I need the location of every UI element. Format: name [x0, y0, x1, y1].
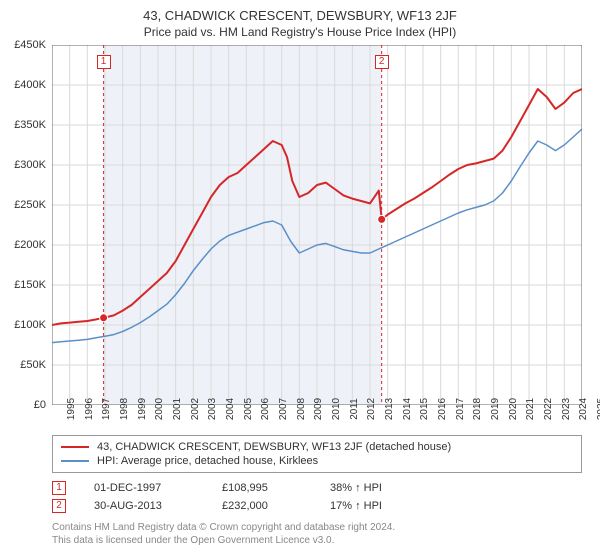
chart-svg — [52, 45, 582, 405]
ytick-label: £50K — [20, 359, 46, 371]
sale-marker-2: 2 — [375, 55, 389, 69]
legend-row: 43, CHADWICK CRESCENT, DEWSBURY, WF13 2J… — [61, 440, 573, 454]
footer-line-2: This data is licensed under the Open Gov… — [52, 534, 582, 547]
sale-row: 2 30-AUG-2013 £232,000 17% ↑ HPI — [52, 497, 582, 515]
legend-label: 43, CHADWICK CRESCENT, DEWSBURY, WF13 2J… — [97, 441, 451, 453]
sale-marker-box: 2 — [52, 499, 66, 513]
ytick-label: £400K — [14, 79, 46, 91]
sale-marker-1: 1 — [97, 55, 111, 69]
legend-row: HPI: Average price, detached house, Kirk… — [61, 454, 573, 468]
sale-date: 30-AUG-2013 — [94, 500, 194, 512]
legend-swatch — [61, 460, 89, 462]
sale-price: £232,000 — [222, 500, 302, 512]
title-subtitle: Price paid vs. HM Land Registry's House … — [0, 23, 600, 45]
ytick-label: £100K — [14, 319, 46, 331]
sale-marker-box: 1 — [52, 481, 66, 495]
legend: 43, CHADWICK CRESCENT, DEWSBURY, WF13 2J… — [52, 435, 582, 473]
sale-delta: 17% ↑ HPI — [330, 500, 382, 512]
footer-attribution: Contains HM Land Registry data © Crown c… — [52, 521, 582, 547]
sale-date: 01-DEC-1997 — [94, 482, 194, 494]
ytick-label: £200K — [14, 239, 46, 251]
title-address: 43, CHADWICK CRESCENT, DEWSBURY, WF13 2J… — [0, 0, 600, 23]
sale-price: £108,995 — [222, 482, 302, 494]
ytick-label: £250K — [14, 199, 46, 211]
footer-line-1: Contains HM Land Registry data © Crown c… — [52, 521, 582, 534]
sale-delta: 38% ↑ HPI — [330, 482, 382, 494]
ytick-label: £0 — [34, 399, 46, 411]
chart-container: 43, CHADWICK CRESCENT, DEWSBURY, WF13 2J… — [0, 0, 600, 560]
legend-swatch — [61, 446, 89, 448]
sale-row: 1 01-DEC-1997 £108,995 38% ↑ HPI — [52, 479, 582, 497]
xtick-label: 2025 — [582, 398, 600, 420]
ytick-label: £350K — [14, 119, 46, 131]
sales-table: 1 01-DEC-1997 £108,995 38% ↑ HPI 2 30-AUG-201… — [52, 479, 582, 515]
ytick-label: £150K — [14, 279, 46, 291]
ytick-label: £450K — [14, 39, 46, 51]
ytick-label: £300K — [14, 159, 46, 171]
chart-area: £0£50K£100K£150K£200K£250K£300K£350K£400… — [52, 45, 582, 405]
legend-label: HPI: Average price, detached house, Kirk… — [97, 455, 318, 467]
